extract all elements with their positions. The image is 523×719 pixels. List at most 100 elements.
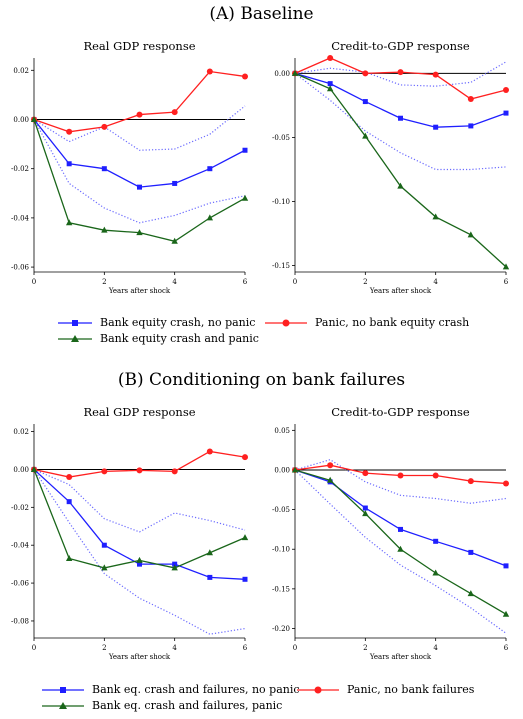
data-point-circle <box>503 87 509 94</box>
data-point-circle <box>66 128 73 135</box>
data-point-circle <box>136 111 143 118</box>
y-tick-label: -0.04 <box>11 214 29 222</box>
data-point-triangle <box>362 132 369 139</box>
confidence-band-upper <box>33 105 246 151</box>
data-point-circle <box>66 474 73 481</box>
legend-label: Panic, no bank equity crash <box>315 316 470 329</box>
x-tick-label: 6 <box>243 644 248 652</box>
data-point-triangle <box>432 213 439 220</box>
data-point-triangle <box>291 466 299 473</box>
y-tick-label: -0.08 <box>11 617 29 625</box>
data-point-triangle <box>241 194 249 201</box>
data-point-square <box>137 184 142 190</box>
data-point-triangle <box>241 534 249 541</box>
data-point-circle <box>171 109 178 116</box>
data-point-square <box>433 538 439 544</box>
x-tick-label: 4 <box>433 644 438 652</box>
data-point-circle <box>101 123 108 130</box>
data-point-square <box>398 115 403 121</box>
x-tick-label: 2 <box>363 644 367 652</box>
data-point-square <box>503 110 509 116</box>
data-point-triangle <box>326 85 334 92</box>
data-point-triangle <box>101 226 108 233</box>
data-point-triangle <box>467 231 475 238</box>
data-point-circle <box>397 69 404 76</box>
data-point-circle <box>206 448 213 455</box>
series-line <box>294 57 507 100</box>
data-point-square <box>503 563 509 569</box>
data-point-triangle <box>362 510 369 517</box>
data-point-triangle <box>65 554 73 561</box>
data-point-square <box>172 180 178 186</box>
panel-a-title: (A) Baseline <box>209 4 314 24</box>
x-tick-label: 6 <box>504 278 509 286</box>
data-point-circle <box>242 73 248 80</box>
confidence-band-upper <box>294 459 507 504</box>
legend-swatch-square <box>58 319 92 326</box>
legend-label: Panic, no bank failures <box>347 683 475 696</box>
confidence-band-lower <box>294 469 507 634</box>
y-tick-label: -0.06 <box>11 264 29 272</box>
data-point-triangle <box>136 556 143 563</box>
chart-failures-gdp: Real GDP response 0.02 0.00 -0.02 -0.04 -0.06… <box>11 405 249 661</box>
legend-item-equity: Bank eq. crash and failures, no panic <box>42 683 300 696</box>
y-tick-label: -0.02 <box>11 165 29 173</box>
legend-label: Bank eq. crash and failures, panic <box>92 699 283 712</box>
data-point-circle <box>242 454 248 461</box>
data-point-circle <box>467 96 474 103</box>
x-tick-label: 0 <box>32 644 36 652</box>
data-point-triangle <box>291 69 299 76</box>
data-point-triangle <box>432 569 439 576</box>
data-point-square <box>242 147 248 153</box>
chart-title: Real GDP response <box>83 39 195 53</box>
data-point-square <box>362 99 368 105</box>
y-tick-label: -0.05 <box>272 506 290 514</box>
data-point-circle <box>503 480 509 487</box>
data-point-square <box>468 549 474 555</box>
chart-baseline-credit: Credit-to-GDP response 0.00 -0.05 -0.10 -0.1… <box>272 39 510 295</box>
data-point-square <box>137 561 142 567</box>
x-tick-label: 0 <box>293 644 297 652</box>
y-tick-label: -0.04 <box>11 542 29 550</box>
y-tick-label: -0.10 <box>272 546 290 554</box>
data-point-triangle <box>171 564 178 571</box>
data-point-circle <box>171 468 178 475</box>
legend-item-panic: Panic, no bank equity crash <box>265 316 469 329</box>
y-tick-label: 0.00 <box>13 466 29 474</box>
data-point-circle <box>362 70 369 77</box>
legend-label: Bank eq. crash and failures, no panic <box>92 683 300 696</box>
confidence-band-upper <box>294 61 507 87</box>
data-point-triangle <box>206 549 214 556</box>
confidence-band-lower <box>33 119 246 224</box>
data-point-triangle <box>206 214 214 221</box>
series-line <box>33 70 246 133</box>
data-point-square <box>327 81 333 87</box>
data-point-square <box>362 505 368 511</box>
x-tick-label: 6 <box>504 644 509 652</box>
data-point-triangle <box>65 219 73 226</box>
y-tick-label: -0.15 <box>272 585 290 593</box>
y-tick-label: 0.02 <box>13 428 29 436</box>
y-tick-label: 0.00 <box>274 70 290 78</box>
data-point-triangle <box>502 610 510 617</box>
data-point-triangle <box>30 115 38 122</box>
data-point-square <box>101 166 107 172</box>
data-point-circle <box>136 467 143 474</box>
y-tick-label: -0.02 <box>11 504 29 512</box>
panel-b-title: (B) Conditioning on bank failures <box>117 370 406 390</box>
legend-item-panic: Panic, no bank failures <box>297 683 474 696</box>
data-point-circle <box>362 470 369 477</box>
x-tick-label: 0 <box>32 278 36 286</box>
legend-item-both: Bank eq. crash and failures, panic <box>42 699 282 712</box>
y-tick-label: -0.15 <box>272 262 290 270</box>
x-tick-label: 4 <box>433 278 438 286</box>
data-point-circle <box>101 468 108 475</box>
data-point-triangle <box>171 237 178 244</box>
data-point-circle <box>327 55 334 61</box>
data-point-square <box>398 526 403 532</box>
x-tick-label: 2 <box>102 278 106 286</box>
data-point-square <box>433 124 439 130</box>
series-line <box>294 469 507 615</box>
data-point-square <box>66 161 72 167</box>
chart-title: Credit-to-GDP response <box>331 405 470 419</box>
